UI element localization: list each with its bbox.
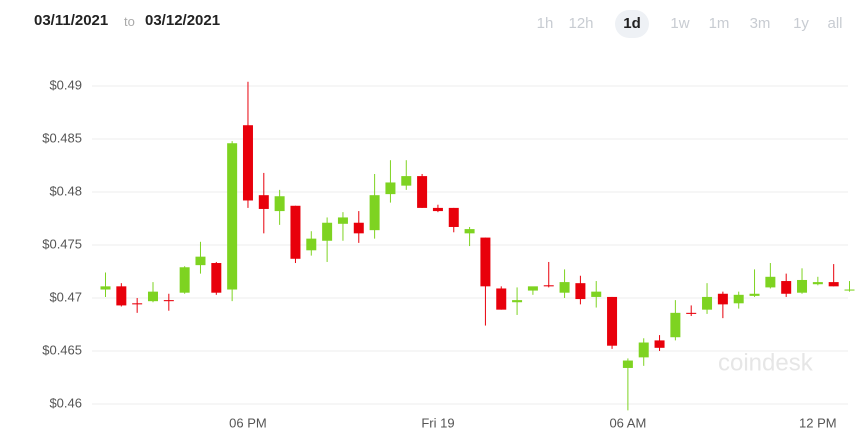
candle-body — [227, 143, 238, 290]
candle-body — [274, 196, 285, 212]
candle-body — [638, 342, 649, 358]
candle-body — [828, 282, 839, 287]
range-button[interactable]: 1m — [708, 15, 730, 32]
y-tick-label: $0.46 — [49, 395, 82, 410]
candle-body — [100, 286, 111, 290]
candle-body — [211, 263, 222, 293]
candle-body — [543, 285, 554, 287]
candle-body — [622, 360, 633, 368]
candle-body — [812, 282, 823, 285]
range-button[interactable]: 1y — [793, 15, 809, 32]
y-tick-label: $0.49 — [49, 77, 82, 92]
candle-body — [844, 289, 855, 291]
candle-body — [306, 238, 317, 251]
candle-body — [417, 176, 428, 208]
candle-body — [242, 125, 253, 201]
x-tick-label: 06 PM — [229, 415, 267, 430]
range-button[interactable]: 12h — [568, 15, 594, 32]
y-tick-label: $0.485 — [42, 130, 82, 145]
date-to[interactable]: 03/12/2021 — [145, 12, 221, 29]
candle-body — [781, 281, 792, 294]
candle-body — [717, 293, 728, 305]
candle-body — [654, 340, 665, 348]
watermark: coindesk — [718, 349, 814, 376]
candle-body — [512, 300, 523, 303]
candle-body — [432, 207, 443, 212]
candle-body — [670, 312, 681, 338]
candle-body — [733, 294, 744, 304]
candle-body — [496, 288, 507, 310]
candle-body — [337, 217, 348, 224]
x-tick-label: 06 AM — [609, 415, 646, 430]
y-tick-label: $0.48 — [49, 183, 82, 198]
candle-body — [258, 195, 269, 209]
candle-body — [797, 279, 808, 293]
y-tick-label: $0.47 — [49, 289, 82, 304]
range-button[interactable]: 1w — [670, 15, 690, 32]
candle-body — [195, 256, 206, 266]
candle-body — [749, 293, 760, 296]
range-button[interactable]: all — [827, 15, 843, 32]
candle-body — [527, 286, 538, 291]
candle-body — [559, 282, 570, 293]
candle-body — [290, 205, 301, 259]
date-separator: to — [124, 14, 135, 29]
date-from[interactable]: 03/11/2021 — [34, 12, 109, 29]
candle-body — [353, 222, 364, 234]
candle-body — [702, 296, 713, 310]
candle-body — [480, 237, 491, 287]
x-tick-label: Fri 19 — [421, 415, 454, 430]
candle-body — [322, 222, 333, 241]
x-tick-label: 12 PM — [799, 415, 837, 430]
range-button[interactable]: 1d — [615, 10, 649, 38]
range-button[interactable]: 1h — [536, 15, 554, 32]
candle-body — [765, 276, 776, 288]
candle-body — [686, 312, 697, 314]
candle-body — [179, 267, 190, 293]
candle-body — [132, 303, 143, 305]
candle-body — [163, 300, 174, 302]
candle-body — [369, 195, 380, 231]
y-tick-label: $0.475 — [42, 236, 82, 251]
candle-body — [401, 176, 412, 186]
y-tick-label: $0.465 — [42, 342, 82, 357]
candle-body — [591, 291, 602, 297]
header: 03/11/2021 to 03/12/2021 1h 12h 1d 1w 1m 3m 1y… — [0, 0, 866, 50]
candle-body — [116, 286, 127, 306]
candle-body — [464, 229, 475, 234]
range-button[interactable]: 3m — [749, 15, 771, 32]
candle-body — [385, 182, 396, 195]
candle-body — [575, 283, 586, 300]
candle-body — [607, 296, 618, 346]
candle-body — [448, 207, 459, 227]
candle-body — [147, 291, 158, 302]
